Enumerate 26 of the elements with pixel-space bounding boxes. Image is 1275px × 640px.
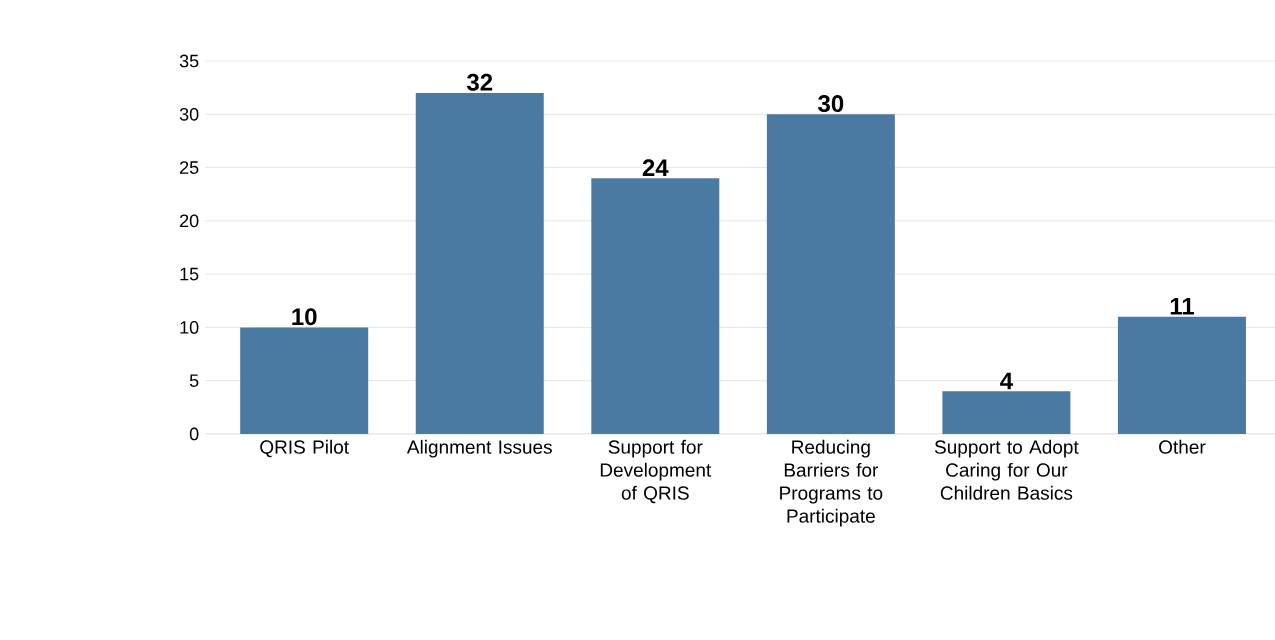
x-tick-label: Support for Development of QRIS <box>600 439 712 504</box>
bar <box>1117 316 1246 434</box>
data-label: 11 <box>1170 298 1194 315</box>
y-tick-label: 30 <box>179 107 199 121</box>
x-tick-label: Reducing Barriers for Programs to Participate <box>780 439 883 527</box>
x-tick-label: Other <box>1159 439 1206 454</box>
y-tick-label: 25 <box>180 161 199 174</box>
bar <box>942 391 1071 434</box>
x-tick-label: Support to Adopt Caring for Our Children Basics <box>934 439 1079 500</box>
x-tick-label: QRIS Pilot <box>260 439 349 458</box>
bar <box>591 178 720 434</box>
y-tick-label: 0 <box>189 427 199 441</box>
data-label: 30 <box>818 95 844 113</box>
y-tick-label: 5 <box>189 374 199 387</box>
data-label: 10 <box>292 308 317 326</box>
bar <box>766 114 895 434</box>
y-tick-label: 20 <box>180 214 199 228</box>
y-tick-label: 35 <box>179 54 199 68</box>
y-tick-label: 10 <box>180 321 199 334</box>
data-label: 4 <box>1000 372 1013 390</box>
bar <box>240 327 369 434</box>
data-label: 32 <box>466 73 493 91</box>
x-tick-label: Alignment Issues <box>406 439 552 458</box>
data-label: 24 <box>642 159 669 177</box>
y-tick-label: 15 <box>180 267 199 281</box>
bar <box>415 92 544 434</box>
